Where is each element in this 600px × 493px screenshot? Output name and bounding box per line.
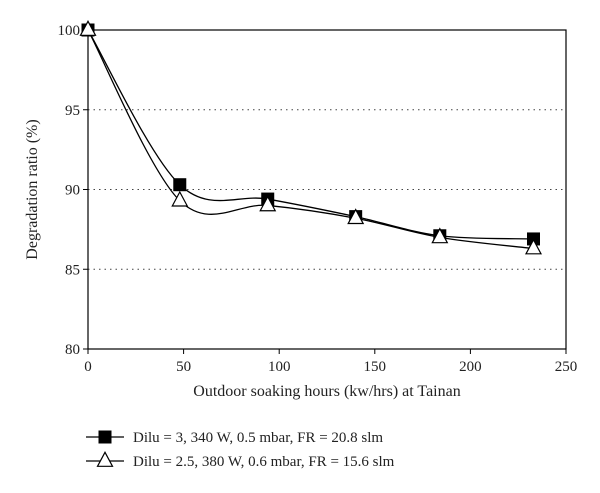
legend-label-series-2: Dilu = 2.5, 380 W, 0.6 mbar, FR = 15.6 s… — [133, 454, 395, 470]
series-2-curve — [87, 29, 534, 250]
tick-label-y-85: 85 — [65, 262, 80, 278]
tick-label-x-200: 200 — [459, 359, 482, 375]
tick-label-y-100: 100 — [58, 23, 81, 39]
tick-label-y-95: 95 — [65, 103, 80, 119]
tick-label-y-80: 80 — [65, 342, 80, 358]
data-point-s2-3 — [347, 208, 365, 225]
tick-label-y-90: 90 — [65, 183, 80, 199]
data-markers — [79, 20, 542, 255]
tick-label-x-0: 0 — [84, 359, 92, 375]
series-1-curve — [87, 29, 534, 240]
data-point-s2-4 — [431, 227, 449, 244]
data-point-s2-1 — [171, 190, 189, 207]
x-axis-title: Outdoor soaking hours (kw/hrs) at Tainan — [193, 383, 460, 400]
tick-label-x-50: 50 — [176, 359, 191, 375]
data-point-s2-0 — [79, 20, 97, 36]
legend-marker-filled-square — [98, 430, 112, 444]
axis-ticks — [83, 29, 567, 354]
data-point-s2-5 — [524, 238, 542, 255]
data-point-s2-2 — [259, 195, 277, 212]
tick-label-x-250: 250 — [555, 359, 578, 375]
series-curves — [87, 29, 534, 250]
legend: Dilu = 3, 340 W, 0.5 mbar, FR = 20.8 slm… — [86, 430, 395, 470]
grid-lines — [88, 109, 566, 270]
tick-label-x-100: 100 — [268, 359, 291, 375]
legend-label-series-1: Dilu = 3, 340 W, 0.5 mbar, FR = 20.8 slm — [133, 430, 383, 446]
legend-marker-open-triangle — [96, 451, 114, 467]
data-point-s1-1 — [173, 178, 187, 192]
y-axis-title: Degradation ratio (%) — [24, 119, 41, 259]
tick-labels: 80 85 90 95 100 0 50 100 150 200 250 — [58, 23, 578, 375]
tick-label-x-150: 150 — [364, 359, 387, 375]
